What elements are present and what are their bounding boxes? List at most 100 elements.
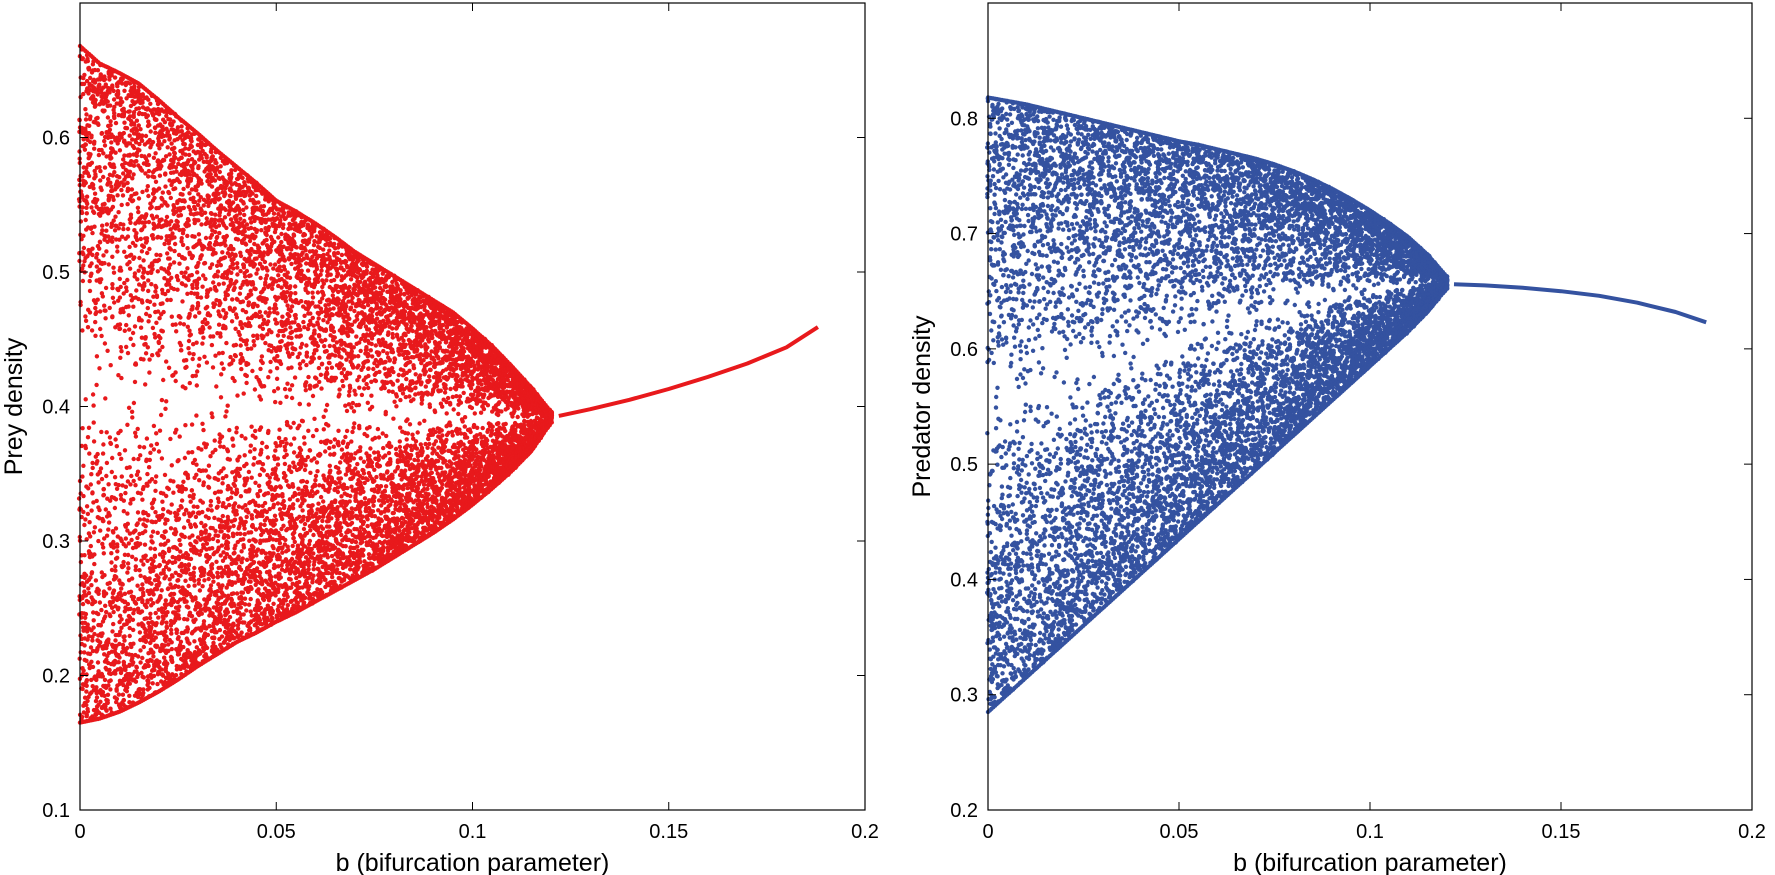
data-point <box>117 660 121 664</box>
data-point <box>122 121 126 125</box>
data-point <box>83 593 87 597</box>
data-point <box>122 564 126 568</box>
data-point <box>83 517 87 521</box>
data-point <box>166 539 170 543</box>
data-point <box>134 288 138 292</box>
data-point <box>130 555 134 559</box>
data-point <box>97 247 101 251</box>
data-point <box>146 289 150 293</box>
data-point <box>135 277 139 281</box>
data-point <box>122 89 126 93</box>
data-point <box>144 212 148 216</box>
data-point <box>110 147 114 151</box>
data-point <box>112 170 116 174</box>
data-point <box>103 143 107 147</box>
data-point <box>93 306 97 310</box>
data-point <box>158 253 162 257</box>
data-point <box>184 487 188 491</box>
data-point <box>177 573 181 577</box>
data-point <box>106 683 110 687</box>
data-point <box>142 675 146 679</box>
data-point <box>136 521 140 525</box>
data-point <box>122 110 126 114</box>
data-point <box>121 223 125 227</box>
data-point <box>131 198 135 202</box>
data-point <box>191 357 195 361</box>
data-point <box>139 167 143 171</box>
data-point <box>154 321 158 325</box>
data-point <box>101 175 105 179</box>
data-point <box>134 361 138 365</box>
data-point <box>119 457 123 461</box>
data-point <box>113 564 117 568</box>
data-point <box>134 680 138 684</box>
data-point <box>124 323 128 327</box>
data-point <box>177 314 181 318</box>
data-point <box>111 610 115 614</box>
data-point <box>185 266 189 270</box>
data-point <box>118 148 122 152</box>
data-point <box>162 242 166 246</box>
data-point <box>152 332 156 336</box>
data-point <box>180 236 184 240</box>
data-point <box>93 98 97 102</box>
data-point <box>88 534 92 538</box>
data-point <box>92 552 96 556</box>
data-point <box>135 584 139 588</box>
data-point <box>131 172 135 176</box>
data-point <box>184 599 188 603</box>
data-point <box>157 258 161 262</box>
data-point <box>126 227 130 231</box>
data-point <box>103 77 107 81</box>
data-point <box>163 630 167 634</box>
data-point <box>153 151 157 155</box>
data-point <box>86 622 90 626</box>
data-point <box>108 306 112 310</box>
data-point <box>126 553 130 557</box>
data-point <box>159 236 163 240</box>
data-point <box>89 134 93 138</box>
data-point <box>138 542 142 546</box>
data-point <box>141 258 145 262</box>
data-point <box>88 289 92 293</box>
data-point <box>102 202 106 206</box>
data-point <box>186 346 190 350</box>
data-point <box>177 652 181 656</box>
data-point <box>103 165 107 169</box>
data-point <box>168 136 172 140</box>
data-point <box>100 631 104 635</box>
data-point <box>108 123 112 127</box>
data-point <box>191 510 195 514</box>
data-point <box>93 172 97 176</box>
data-point <box>100 228 104 232</box>
data-point <box>172 235 176 239</box>
data-point <box>163 120 167 124</box>
data-point <box>126 561 130 565</box>
data-point <box>146 664 150 668</box>
data-point <box>101 442 105 446</box>
data-point <box>93 312 97 316</box>
data-point <box>101 294 105 298</box>
data-point <box>152 156 156 160</box>
data-point <box>130 176 134 180</box>
data-point <box>190 273 194 277</box>
data-point <box>146 513 150 517</box>
data-point <box>121 693 125 697</box>
data-point <box>140 656 144 660</box>
data-point <box>180 498 184 502</box>
data-point <box>87 520 91 524</box>
data-point <box>88 114 92 118</box>
data-point <box>93 600 97 604</box>
data-point <box>157 660 161 664</box>
data-point <box>155 600 159 604</box>
data-point <box>155 682 159 686</box>
data-point <box>181 645 185 649</box>
data-point <box>149 597 153 601</box>
data-point <box>140 275 144 279</box>
data-point <box>129 474 133 478</box>
data-point <box>105 701 109 705</box>
data-point <box>167 152 171 156</box>
data-point <box>120 474 124 478</box>
data-point <box>149 129 153 133</box>
data-point <box>140 298 144 302</box>
